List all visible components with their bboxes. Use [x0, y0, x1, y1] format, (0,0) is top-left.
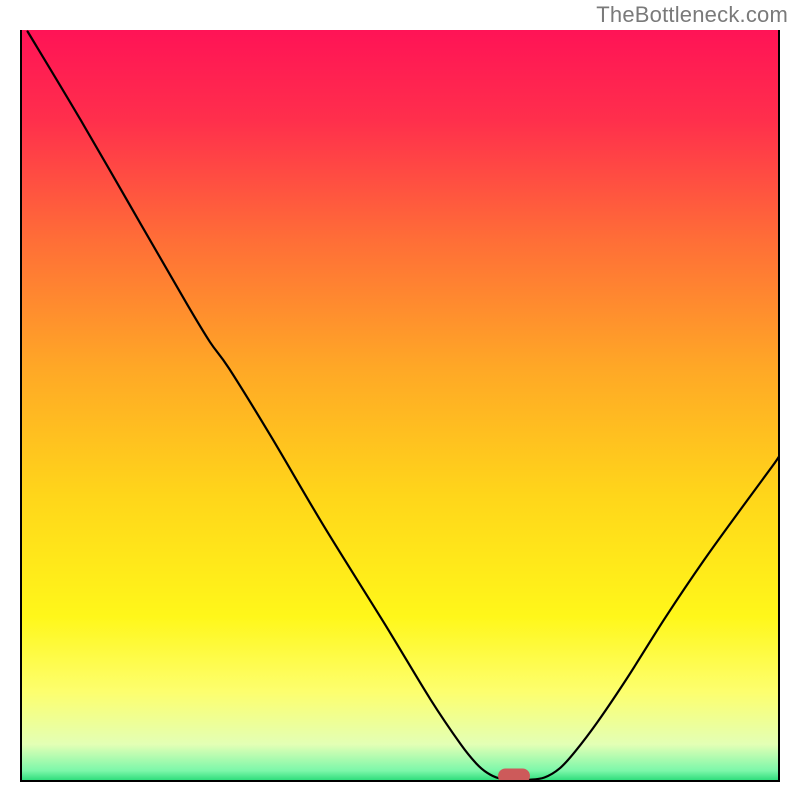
optimal-marker — [498, 768, 530, 782]
chart-container: TheBottleneck.com — [0, 0, 800, 800]
gradient-background — [20, 30, 780, 782]
plot-area — [20, 30, 780, 782]
chart-svg — [20, 30, 780, 782]
watermark-text: TheBottleneck.com — [596, 2, 788, 28]
